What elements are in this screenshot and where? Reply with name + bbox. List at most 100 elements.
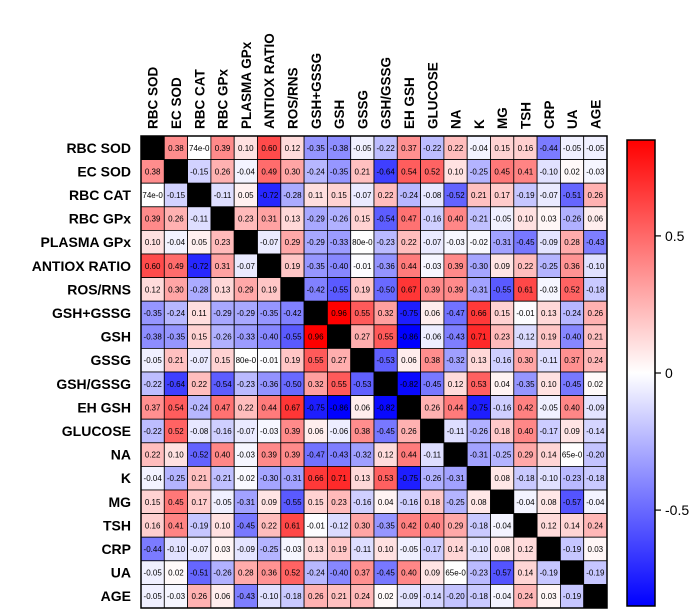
cell-value-label: 0.61 — [518, 285, 534, 294]
cell-value-label: -0.11 — [447, 427, 465, 436]
column-label: GSH — [332, 100, 347, 129]
column-label: PLASMA GPx — [239, 41, 254, 129]
row-labels: RBC SOD EC SOD RBC CAT RBC GPx PLASMA GPx ANT… — [32, 140, 132, 604]
cell-value-label: -0.11 — [214, 191, 232, 200]
cell-value-label: 0.30 — [168, 285, 184, 294]
cell-value-label: -0.03 — [586, 167, 605, 176]
cell-value-label: -0.82 — [400, 380, 419, 389]
column-label: RBC GPx — [216, 68, 231, 129]
cell-value-label: 0.31 — [215, 262, 231, 271]
cell-value-label: -0.45 — [377, 569, 396, 578]
diagonal-cell — [560, 560, 585, 585]
cell-value-label: 0.44 — [401, 451, 417, 460]
cell-value-label: -0.31 — [470, 451, 489, 460]
cell-value-label: 0.21 — [191, 474, 207, 483]
cell-value-label: 0.10 — [541, 380, 557, 389]
cell-value-label: -0.52 — [190, 451, 209, 460]
cell-value-label: -0.04 — [237, 167, 256, 176]
cell-value-label: -0.24 — [307, 569, 326, 578]
cell-value-label: 0.27 — [355, 333, 371, 342]
cell-value-label: -0.21 — [470, 215, 489, 224]
cell-value-label: -0.55 — [283, 333, 302, 342]
cell-value-label: 0.13 — [285, 215, 301, 224]
cell-value-label: 0.45 — [494, 167, 510, 176]
cell-value-label: -0.29 — [213, 309, 232, 318]
column-label: RBC CAT — [192, 69, 207, 129]
cell-value-label: -0.14 — [423, 592, 442, 601]
cell-value-label: -0.35 — [144, 309, 163, 318]
cell-value-label: -0.32 — [446, 356, 465, 365]
cell-value-label: 0.38 — [355, 427, 371, 436]
cell-value-label: -0.16 — [493, 403, 512, 412]
cell-value-label: -0.43 — [586, 238, 605, 247]
cell-value-label: 0.24 — [518, 592, 534, 601]
cell-value-label: 0.37 — [355, 569, 371, 578]
cell-value-label: 0.06 — [215, 592, 231, 601]
cell-value-label: -0.42 — [283, 309, 302, 318]
diagonal-cell — [350, 347, 375, 373]
cell-value-label: 0.19 — [261, 285, 277, 294]
cell-value-label: 0.49 — [168, 262, 184, 271]
cell-value-label: -0.55 — [330, 285, 349, 294]
cell-value-label: -0.26 — [213, 333, 232, 342]
cell-value-label: -0.19 — [563, 545, 582, 554]
column-labels: RBC SOD EC SOD RBC CAT RBC GPx PLASMA GPx ANT… — [146, 33, 604, 129]
cell-value-label: -0.11 — [540, 356, 558, 365]
cell-value-label: 0.17 — [191, 498, 207, 507]
cell-value-label: -0.24 — [400, 191, 419, 200]
cell-value-label: 0.27 — [331, 356, 347, 365]
diagonal-cell — [233, 229, 258, 255]
cell-value-label: -0.05 — [144, 569, 163, 578]
cell-value-label: 0.55 — [308, 356, 324, 365]
cell-value-label: 0.55 — [355, 309, 371, 318]
cell-value-label: -0.01 — [516, 309, 535, 318]
cell-value-label: -0.51 — [563, 191, 582, 200]
cell-value-label: 0.17 — [494, 191, 510, 200]
cell-value-label: 0.37 — [401, 144, 417, 153]
cell-value-label: 80e-0 — [236, 356, 257, 365]
row-label: RBC CAT — [69, 187, 131, 203]
cell-value-label: 0.21 — [471, 191, 487, 200]
cell-value-label: -0.03 — [423, 262, 442, 271]
row-label: UA — [111, 565, 131, 581]
cell-value-label: -0.10 — [470, 545, 489, 554]
column-label: GSH/GSSG — [379, 57, 394, 129]
cell-value-label: 0.40 — [564, 403, 580, 412]
cell-value-label: -0.17 — [540, 427, 559, 436]
cell-value-label: -0.07 — [237, 427, 256, 436]
cell-value-label: 0.30 — [285, 167, 301, 176]
cell-value-label: -0.47 — [446, 309, 465, 318]
column-label: TSH — [519, 102, 534, 129]
row-label: GSSG — [91, 352, 132, 368]
column-label: EH GSH — [402, 77, 417, 129]
cell-value-label: -0.35 — [307, 262, 326, 271]
cell-value-label: 0.26 — [168, 215, 184, 224]
cell-value-label: 0.13 — [355, 474, 371, 483]
cell-value-label: 0.02 — [588, 380, 604, 389]
cell-value-label: -0.30 — [470, 262, 489, 271]
cell-value-label: -0.26 — [470, 427, 489, 436]
cell-value-label: -0.75 — [400, 474, 419, 483]
cell-value-label: -0.10 — [586, 262, 605, 271]
cell-value-label: -0.45 — [423, 380, 442, 389]
cell-value-label: 0.32 — [378, 309, 394, 318]
cell-value-label: -0.09 — [586, 403, 605, 412]
cell-value-label: 0.44 — [261, 403, 277, 412]
cell-value-label: 80e-0 — [352, 238, 373, 247]
cell-value-label: -0.16 — [213, 427, 232, 436]
cell-value-label: -0.33 — [237, 333, 256, 342]
cell-value-label: -0.23 — [563, 474, 582, 483]
cell-value-label: 0.15 — [494, 144, 510, 153]
cell-value-label: -0.07 — [260, 238, 279, 247]
column-label: GSSG — [355, 90, 370, 129]
column-label: GSH+GSSG — [309, 53, 324, 129]
cell-value-label: 0.37 — [564, 356, 580, 365]
cell-value-label: 65e-0 — [562, 451, 583, 460]
cell-value-label: 0.09 — [564, 427, 580, 436]
cell-value-label: -0.19 — [190, 521, 209, 530]
column-label: NA — [449, 109, 464, 129]
cell-value-label: -0.05 — [144, 356, 163, 365]
cell-value-label: 0.09 — [261, 498, 277, 507]
row-label: EH GSH — [77, 399, 131, 415]
cell-value-label: -0.29 — [237, 309, 256, 318]
